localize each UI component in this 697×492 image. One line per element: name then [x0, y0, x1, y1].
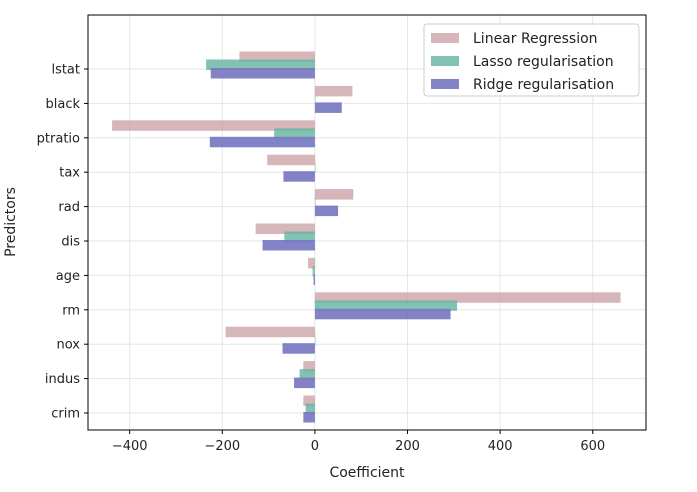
- bar-ridge-regularisation-nox: [282, 343, 315, 354]
- bar-linear-regression-indus: [303, 361, 315, 372]
- bar-linear-regression-rm: [314, 292, 621, 303]
- bar-linear-regression-crim: [303, 395, 315, 406]
- bar-ridge-regularisation-crim: [303, 412, 315, 423]
- x-tick-label: 400: [488, 439, 513, 454]
- y-tick-label: dis: [61, 235, 80, 250]
- bar-linear-regression-lstat: [239, 51, 315, 62]
- y-tick-label: nox: [57, 338, 81, 353]
- x-axis-label: Coefficient: [329, 465, 405, 481]
- bar-lasso-regularisation-indus: [299, 369, 315, 380]
- x-tick-label: −200: [204, 439, 240, 454]
- x-tick-label: 0: [311, 439, 319, 454]
- bar-linear-regression-nox: [225, 326, 315, 338]
- legend-box: [423, 23, 640, 97]
- bar-linear-regression-tax: [267, 154, 315, 166]
- bar-linear-regression-dis: [255, 223, 315, 234]
- x-tick-label: 600: [580, 439, 605, 454]
- bar-lasso-regularisation-tax: [314, 162, 316, 174]
- legend: Linear Regression Lasso regularisation Rid…: [423, 23, 640, 97]
- bar-linear-regression-rad: [314, 189, 354, 200]
- bar-lasso-regularisation-ptratio: [274, 128, 315, 139]
- y-tick-label: rm: [62, 303, 80, 318]
- y-tick-label: black: [45, 97, 80, 112]
- plot-frame: [87, 14, 647, 431]
- bar-lasso-regularisation-rad: [314, 197, 316, 208]
- bar-lasso-regularisation-dis: [284, 231, 315, 242]
- bar-lasso-regularisation-nox: [314, 334, 316, 346]
- bar-ridge-regularisation-indus: [294, 377, 315, 389]
- bar-lasso-regularisation-lstat: [206, 59, 315, 70]
- y-tick-label: crim: [51, 407, 80, 422]
- bar-ridge-regularisation-rad: [314, 205, 339, 217]
- legend-label: Ridge regularisation: [473, 77, 614, 93]
- bar-linear-regression-black: [314, 85, 353, 97]
- bar-ridge-regularisation-age: [313, 274, 315, 285]
- bars: [112, 51, 621, 423]
- bar-ridge-regularisation-rm: [314, 308, 451, 320]
- bar-lasso-regularisation-rm: [314, 300, 458, 311]
- y-tick-label: lstat: [51, 63, 80, 78]
- bar-lasso-regularisation-age: [312, 265, 315, 277]
- x-tick-label: −400: [112, 439, 148, 454]
- bar-linear-regression-age: [307, 257, 315, 269]
- bar-ridge-regularisation-dis: [262, 240, 315, 251]
- y-tick-label: indus: [45, 372, 80, 387]
- x-tick-label: 200: [395, 439, 420, 454]
- bar-linear-regression-ptratio: [112, 120, 315, 131]
- bar-ridge-regularisation-ptratio: [209, 136, 315, 148]
- bar-lasso-regularisation-black: [314, 93, 316, 105]
- y-tick-label: age: [56, 269, 80, 284]
- y-tick-label: ptratio: [37, 131, 80, 146]
- legend-swatch: [431, 79, 459, 89]
- y-axis-label: Predictors: [3, 187, 19, 257]
- bar-lasso-regularisation-crim: [305, 403, 315, 414]
- bar-ridge-regularisation-lstat: [210, 68, 315, 79]
- legend-label: Linear Regression: [473, 31, 598, 47]
- axis-ticks: −400 −200 0 200 400 600 crim indus nox rm age dis ra…: [37, 63, 605, 455]
- legend-label: Lasso regularisation: [473, 54, 614, 70]
- legend-swatch: [431, 33, 459, 43]
- y-tick-label: rad: [58, 200, 80, 215]
- bar-ridge-regularisation-black: [314, 102, 342, 113]
- legend-swatch: [431, 56, 459, 66]
- y-tick-label: tax: [59, 166, 80, 181]
- bar-ridge-regularisation-tax: [283, 171, 315, 182]
